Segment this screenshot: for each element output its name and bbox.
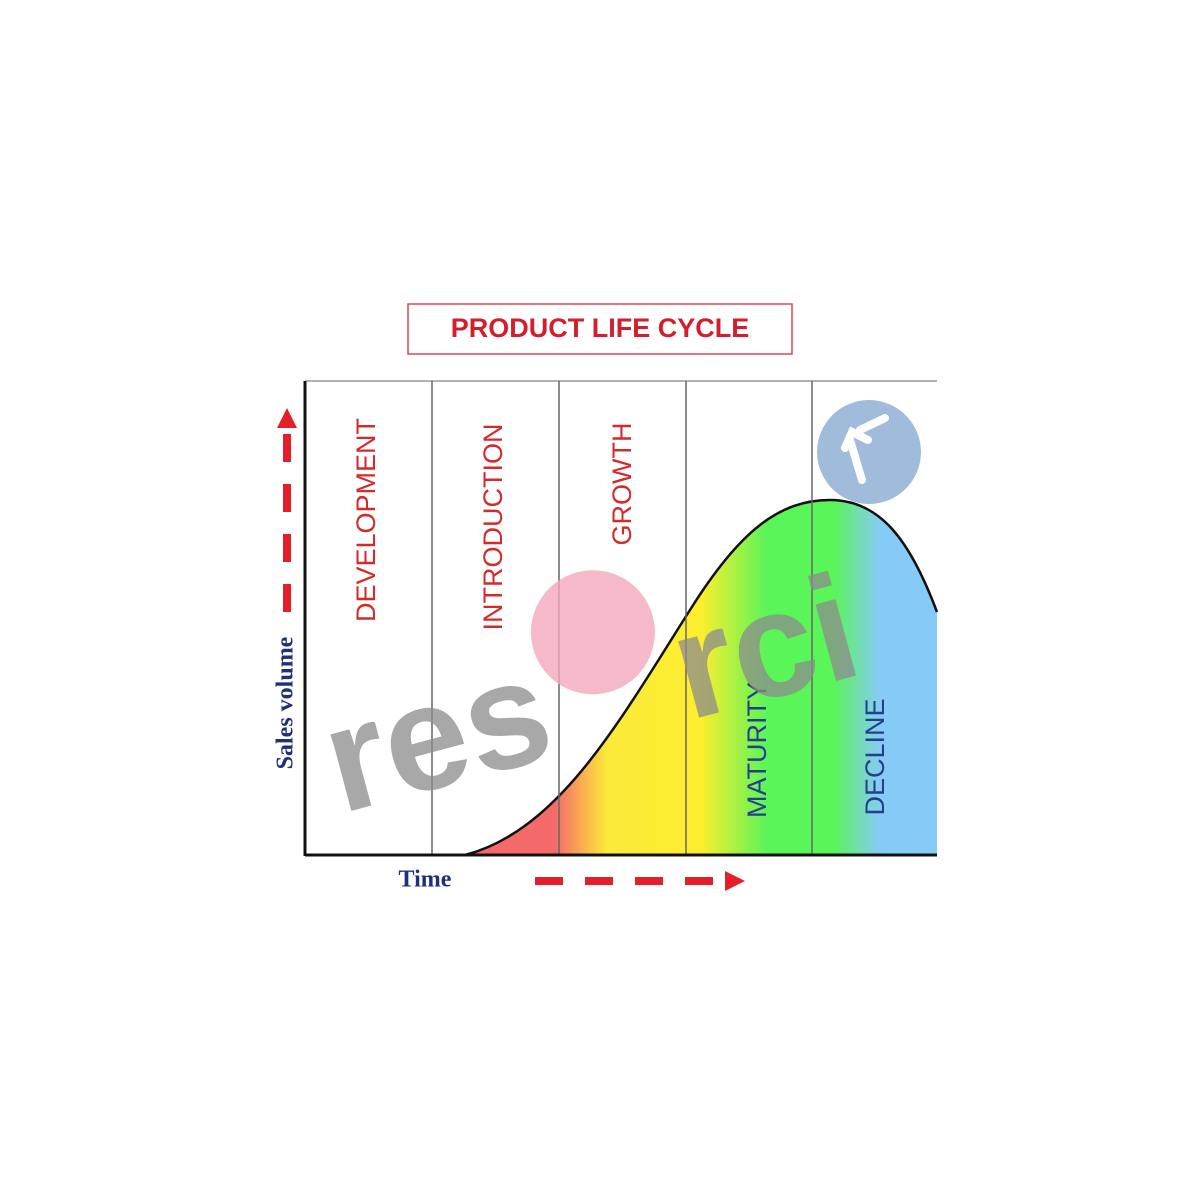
curve-area bbox=[465, 500, 937, 855]
stage-label: DECLINE bbox=[860, 698, 890, 815]
watermark-logo bbox=[817, 400, 921, 504]
curve bbox=[464, 498, 939, 857]
stage-label: DEVELOPMENT bbox=[351, 418, 381, 622]
x-axis-label: Time bbox=[399, 867, 452, 893]
watermark-circle bbox=[530, 570, 655, 695]
y-axis-label: Sales volume bbox=[273, 636, 299, 769]
title-box bbox=[407, 303, 793, 355]
watermark-logo-arrow bbox=[841, 414, 889, 484]
watermark-text: res bbox=[306, 624, 567, 845]
y-arrowhead bbox=[277, 408, 297, 428]
stage-label: GROWTH bbox=[607, 423, 637, 546]
stage-label: INTRODUCTION bbox=[478, 424, 508, 631]
title: PRODUCT LIFE CYCLE bbox=[451, 313, 750, 343]
stage-label: MATURITY bbox=[742, 682, 772, 818]
x-arrowhead bbox=[725, 871, 745, 891]
